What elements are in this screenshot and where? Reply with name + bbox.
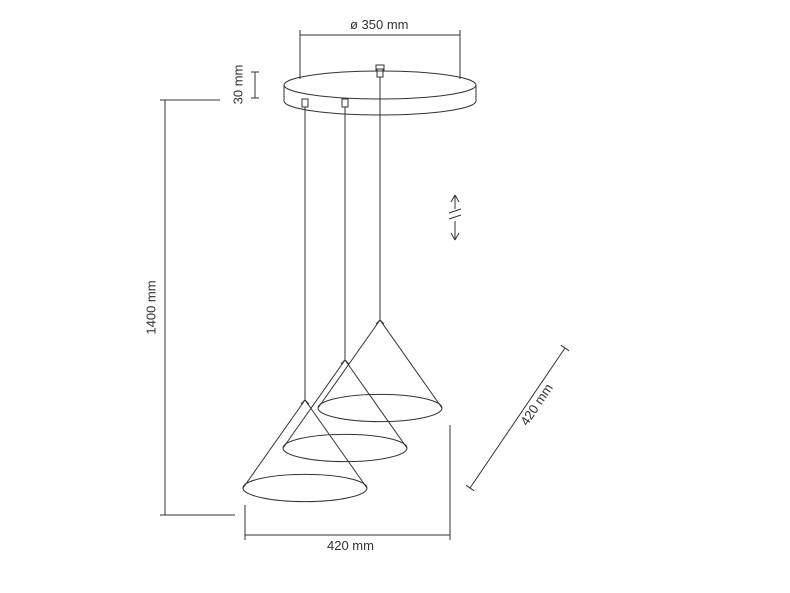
label-canopy-diameter: ø 350 mm [350,17,409,32]
label-width-bottom: 420 mm [327,538,374,553]
label-canopy-height: 30 mm [230,65,245,105]
lamp-svg [0,0,790,593]
label-total-height: 1400 mm [144,280,159,334]
diagram-canvas: ø 350 mm 30 mm 1400 mm 420 mm 420 mm [0,0,790,593]
